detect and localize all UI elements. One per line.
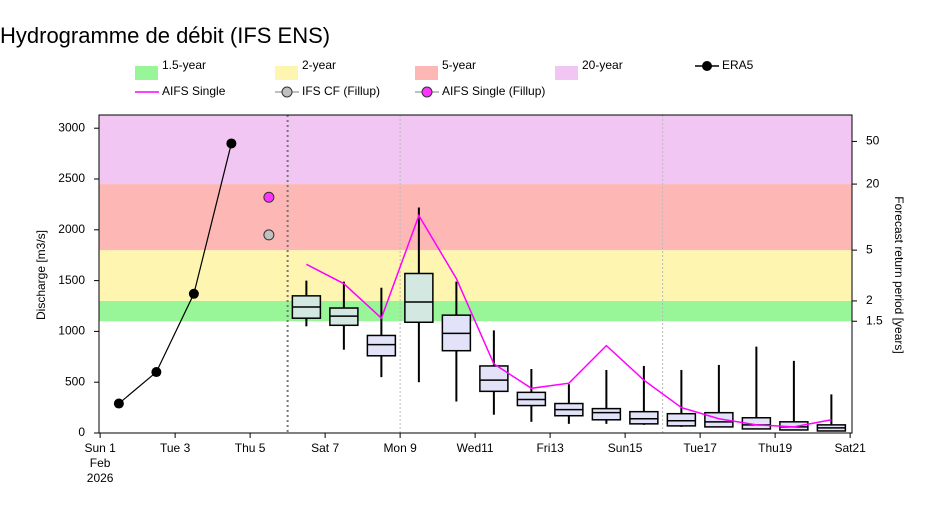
y2-tick-label: 5	[866, 242, 873, 256]
legend-marker	[421, 86, 433, 98]
y-tick-label: 2000	[58, 222, 85, 236]
x-tick-label: Sun 1	[84, 441, 116, 455]
x-tick-label: Sun15	[608, 441, 643, 455]
legend-label: ERA5	[722, 58, 754, 72]
x-tick-label: Mon 9	[383, 441, 417, 455]
y-tick-label: 1500	[58, 273, 85, 287]
legend-label: IFS CF (Fillup)	[302, 84, 380, 98]
x-sublabel: 2026	[87, 471, 114, 485]
series-marker	[113, 398, 124, 409]
y-tick-label: 3000	[58, 120, 85, 134]
series-marker	[263, 229, 275, 241]
series-marker	[263, 191, 275, 203]
y-axis-label: Discharge [m3/s]	[34, 230, 48, 320]
series-line	[118, 143, 232, 404]
box	[591, 407, 622, 421]
y2-tick-label: 2	[866, 293, 873, 307]
legend-label: 20-year	[582, 58, 623, 72]
legend-label: AIFS Single	[162, 84, 226, 98]
legend-marker	[702, 61, 712, 71]
legend-swatch	[135, 66, 158, 80]
x-tick-label: Sat 7	[311, 441, 339, 455]
legend-swatch	[555, 66, 578, 80]
y-tick-label: 2500	[58, 171, 85, 185]
y-tick-label: 500	[65, 374, 85, 388]
x-tick-label: Tue 3	[160, 441, 191, 455]
y2-axis-label: Forecast return period [years]	[892, 196, 906, 353]
x-tick-label: Sat21	[834, 441, 866, 455]
x-tick-label: Thu19	[758, 441, 792, 455]
return-period-band	[99, 115, 852, 185]
legend-marker	[281, 86, 293, 98]
series-marker	[226, 138, 237, 149]
x-tick-label: Thu 5	[235, 441, 266, 455]
series-line	[306, 213, 832, 428]
x-tick-label: Fri13	[536, 441, 564, 455]
y-tick-label: 0	[78, 425, 85, 439]
legend-swatch	[415, 66, 438, 80]
legend-label: 5-year	[442, 58, 476, 72]
legend-swatch	[275, 66, 298, 80]
return-period-band	[99, 300, 852, 322]
y2-tick-label: 20	[866, 176, 880, 190]
series-marker	[188, 288, 199, 299]
chart-title: Hydrogramme de débit (IFS ENS)	[0, 23, 330, 48]
x-sublabel: Feb	[90, 456, 111, 470]
y2-tick-label: 1.5	[866, 313, 883, 327]
legend-label: AIFS Single (Fillup)	[442, 84, 545, 98]
y-tick-label: 1000	[58, 324, 85, 338]
legend-label: 1.5-year	[162, 58, 206, 72]
series-marker	[151, 367, 162, 378]
box	[666, 412, 697, 427]
legend-label: 2-year	[302, 58, 336, 72]
return-period-band	[99, 250, 852, 301]
y2-tick-label: 50	[866, 134, 880, 148]
box	[366, 334, 397, 357]
return-period-band	[99, 184, 852, 251]
x-tick-label: Wed11	[457, 441, 494, 455]
box	[404, 272, 434, 324]
x-tick-label: Tue17	[683, 441, 717, 455]
box	[629, 410, 659, 425]
